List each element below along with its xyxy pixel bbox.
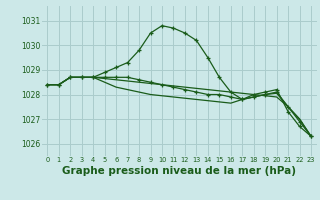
X-axis label: Graphe pression niveau de la mer (hPa): Graphe pression niveau de la mer (hPa) — [62, 166, 296, 176]
